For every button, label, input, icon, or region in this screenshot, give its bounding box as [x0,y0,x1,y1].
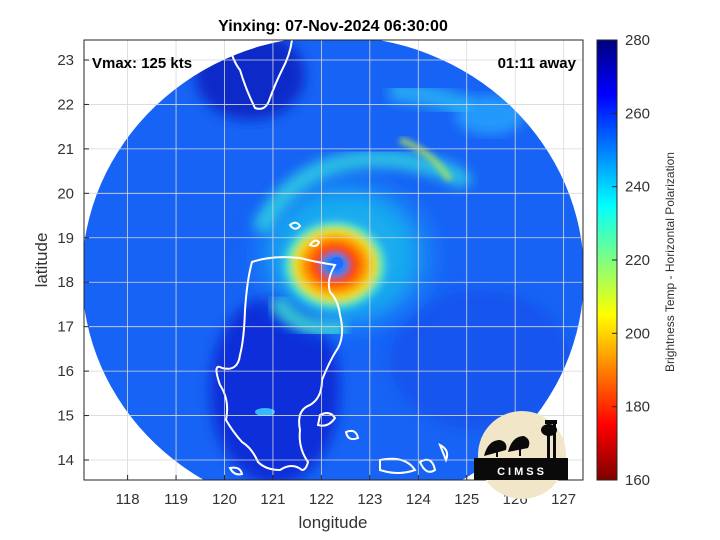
colorbar-tick-label: 240 [625,179,650,196]
x-tick-label: 127 [551,491,576,508]
x-tick-label: 119 [164,491,188,508]
colorbar [597,40,617,480]
x-tick-label: 124 [406,491,431,508]
x-axis-label: longitude [298,513,367,532]
x-tick-label: 118 [116,491,140,508]
chart-title: Yinxing: 07-Nov-2024 06:30:00 [218,18,448,35]
time-away-annotation: 01:11 away [498,55,577,72]
colorbar-tick-label: 260 [625,105,650,122]
y-axis-label: latitude [32,233,51,288]
cimss-logo: CIMSS [474,411,568,499]
y-tick-label: 17 [57,319,74,336]
y-tick-label: 19 [57,230,74,247]
axes-box [83,39,584,481]
x-tick-label: 120 [212,491,237,508]
y-tick-label: 22 [57,96,74,113]
y-tick-label: 15 [57,408,74,425]
y-tick-label: 18 [57,274,74,291]
colorbar-tick-label: 280 [625,32,650,49]
ticks: 118 119 120 121 122 123 124 125 126 1271415161718… [57,52,576,508]
colorbar-tick-label: 200 [625,325,650,342]
x-tick-label: 125 [454,491,479,508]
x-tick-label: 122 [309,491,334,508]
x-tick-label: 123 [357,491,382,508]
grid-lines [84,40,583,480]
y-tick-label: 14 [57,452,74,469]
colorbar-ticks: 160 180 200 220 240 260 280 [612,32,650,489]
y-tick-label: 23 [57,52,74,69]
colorbar-tick-label: 220 [625,252,650,269]
colorbar-tick-label: 160 [625,472,650,489]
y-tick-label: 16 [57,363,74,380]
vmax-annotation: Vmax: 125 kts [92,55,192,72]
swath-image [84,40,583,480]
x-tick-label: 121 [260,491,285,508]
colorbar-label: Brightness Temp - Horizontal Polarizatio… [663,152,677,372]
y-tick-label: 21 [57,141,74,158]
logo-text: CIMSS [497,466,547,478]
colorbar-tick-label: 180 [625,399,650,416]
y-tick-label: 20 [57,185,74,202]
